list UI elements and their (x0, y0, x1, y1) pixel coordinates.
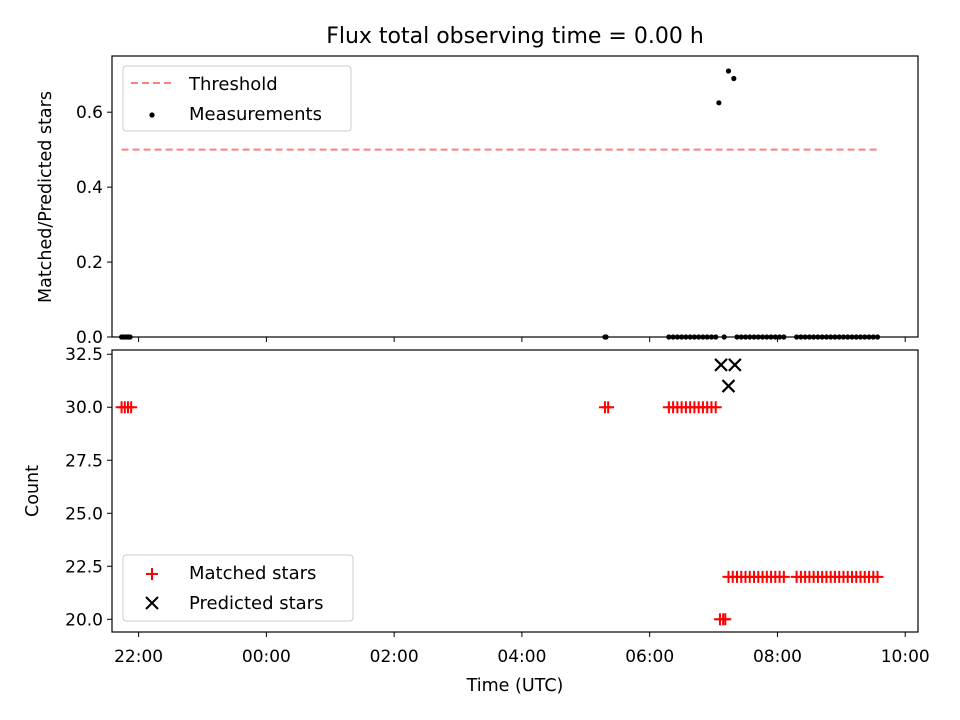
legend-predicted-label: Predicted stars (189, 593, 323, 614)
bottom-plot-marks (115, 358, 884, 626)
measurement-point (731, 75, 737, 82)
matched-star-point (125, 401, 138, 414)
legend-measurements-swatch (149, 112, 155, 118)
x-tick-label: 06:00 (625, 647, 674, 667)
legend-predicted-swatch (145, 596, 159, 610)
matched-star-point (709, 401, 722, 414)
matched-star-point (871, 570, 884, 583)
bottom-y-tick-label: 30.0 (65, 398, 103, 418)
chart-title: Flux total observing time = 0.00 h (326, 24, 704, 49)
legend-threshold-label: Threshold (188, 74, 278, 95)
bottom-y-axis-label: Count (23, 465, 43, 517)
top-legend: Threshold Measurements (122, 65, 352, 132)
top-y-tick-label: 0.6 (76, 103, 103, 123)
legend-matched-swatch (146, 568, 158, 580)
x-tick-label: 10:00 (881, 647, 930, 667)
bottom-axes: 20.0 22.5 25.0 27.5 30.0 32.5 22:00 00:00 02:00 0… (65, 345, 930, 667)
predicted-star-point (714, 358, 728, 372)
predicted-star-point (728, 358, 742, 372)
top-axes-frame (111, 55, 919, 338)
bottom-y-tick-label: 20.0 (65, 610, 103, 630)
top-axes: 0.0 0.2 0.4 0.6 (76, 103, 906, 348)
matched-star-point (602, 401, 615, 414)
top-y-tick-label: 0.4 (76, 178, 103, 198)
bottom-legend: Matched stars Predicted stars (122, 554, 354, 622)
x-tick-label: 22:00 (114, 647, 163, 667)
bottom-y-tick-label: 27.5 (65, 451, 103, 471)
bottom-y-tick-label: 25.0 (65, 504, 103, 524)
legend-measurements-label: Measurements (189, 104, 322, 125)
top-y-tick-label: 0.2 (76, 253, 103, 273)
top-legend-box (122, 65, 352, 132)
bottom-y-tick-label: 22.5 (65, 557, 103, 577)
x-tick-label: 00:00 (242, 647, 291, 667)
x-tick-label: 02:00 (370, 647, 419, 667)
matched-star-point (777, 570, 790, 583)
top-y-axis-label: Matched/Predicted stars (36, 91, 56, 303)
legend-matched-label: Matched stars (189, 563, 316, 584)
bottom-y-tick-label: 32.5 (65, 345, 103, 365)
x-tick-label: 04:00 (497, 647, 546, 667)
measurement-point (716, 100, 722, 106)
matched-star-point (719, 613, 732, 626)
predicted-star-point (721, 379, 736, 393)
bottom-legend-box (122, 554, 354, 622)
x-axis-label: Time (UTC) (466, 676, 564, 696)
measurement-point (725, 68, 732, 74)
x-tick-label: 08:00 (753, 647, 802, 667)
top-y-tick-label: 0.0 (76, 328, 103, 348)
bottom-axes-frame (111, 349, 919, 633)
